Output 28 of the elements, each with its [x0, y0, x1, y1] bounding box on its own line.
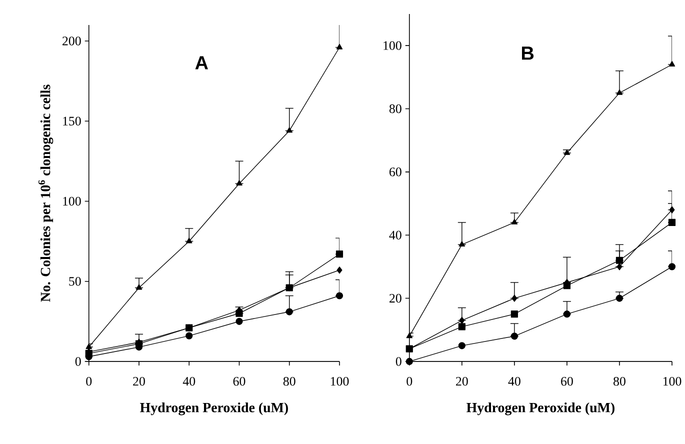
y-tick-label: 80 [389, 104, 402, 113]
x-tick-label: 20 [133, 376, 145, 386]
y-tick-label: 20 [390, 294, 402, 302]
y-tick-label: 150 [63, 116, 81, 126]
y-tick-label: 40 [389, 230, 402, 240]
y-tick-label: 100 [384, 41, 402, 50]
x-tick-label: 100 [330, 376, 349, 386]
x-tick-label: 0 [406, 376, 412, 386]
x-tick-label: 0 [86, 376, 92, 386]
x-tick-label: 100 [663, 376, 682, 386]
y-tick-label: 60 [390, 167, 402, 176]
y-tick-label: 50 [69, 276, 81, 286]
text: B [522, 46, 534, 60]
y-tick-label: 100 [63, 196, 81, 206]
x-tick-label: 40 [182, 376, 196, 386]
x-axis-title: Hydrogen Peroxide (uM) [140, 402, 288, 416]
x-tick-label: 20 [456, 376, 468, 386]
x-tick-label: 60 [233, 376, 246, 386]
x-tick-label: 80 [283, 376, 296, 386]
y-tick-label: 0 [75, 356, 81, 366]
y-tick-label: 200 [62, 36, 81, 46]
x-axis-title: Hydrogen Peroxide (uM) [466, 402, 614, 416]
x-tick-label: 40 [508, 376, 520, 386]
text: A [195, 56, 208, 70]
x-tick-label: 80 [614, 376, 626, 386]
y-tick-label: 0 [396, 356, 402, 366]
y-axis-title: No. Colonies per 10$^{6}$ clonogenic cells [38, 84, 54, 302]
x-tick-label: 60 [561, 376, 573, 386]
